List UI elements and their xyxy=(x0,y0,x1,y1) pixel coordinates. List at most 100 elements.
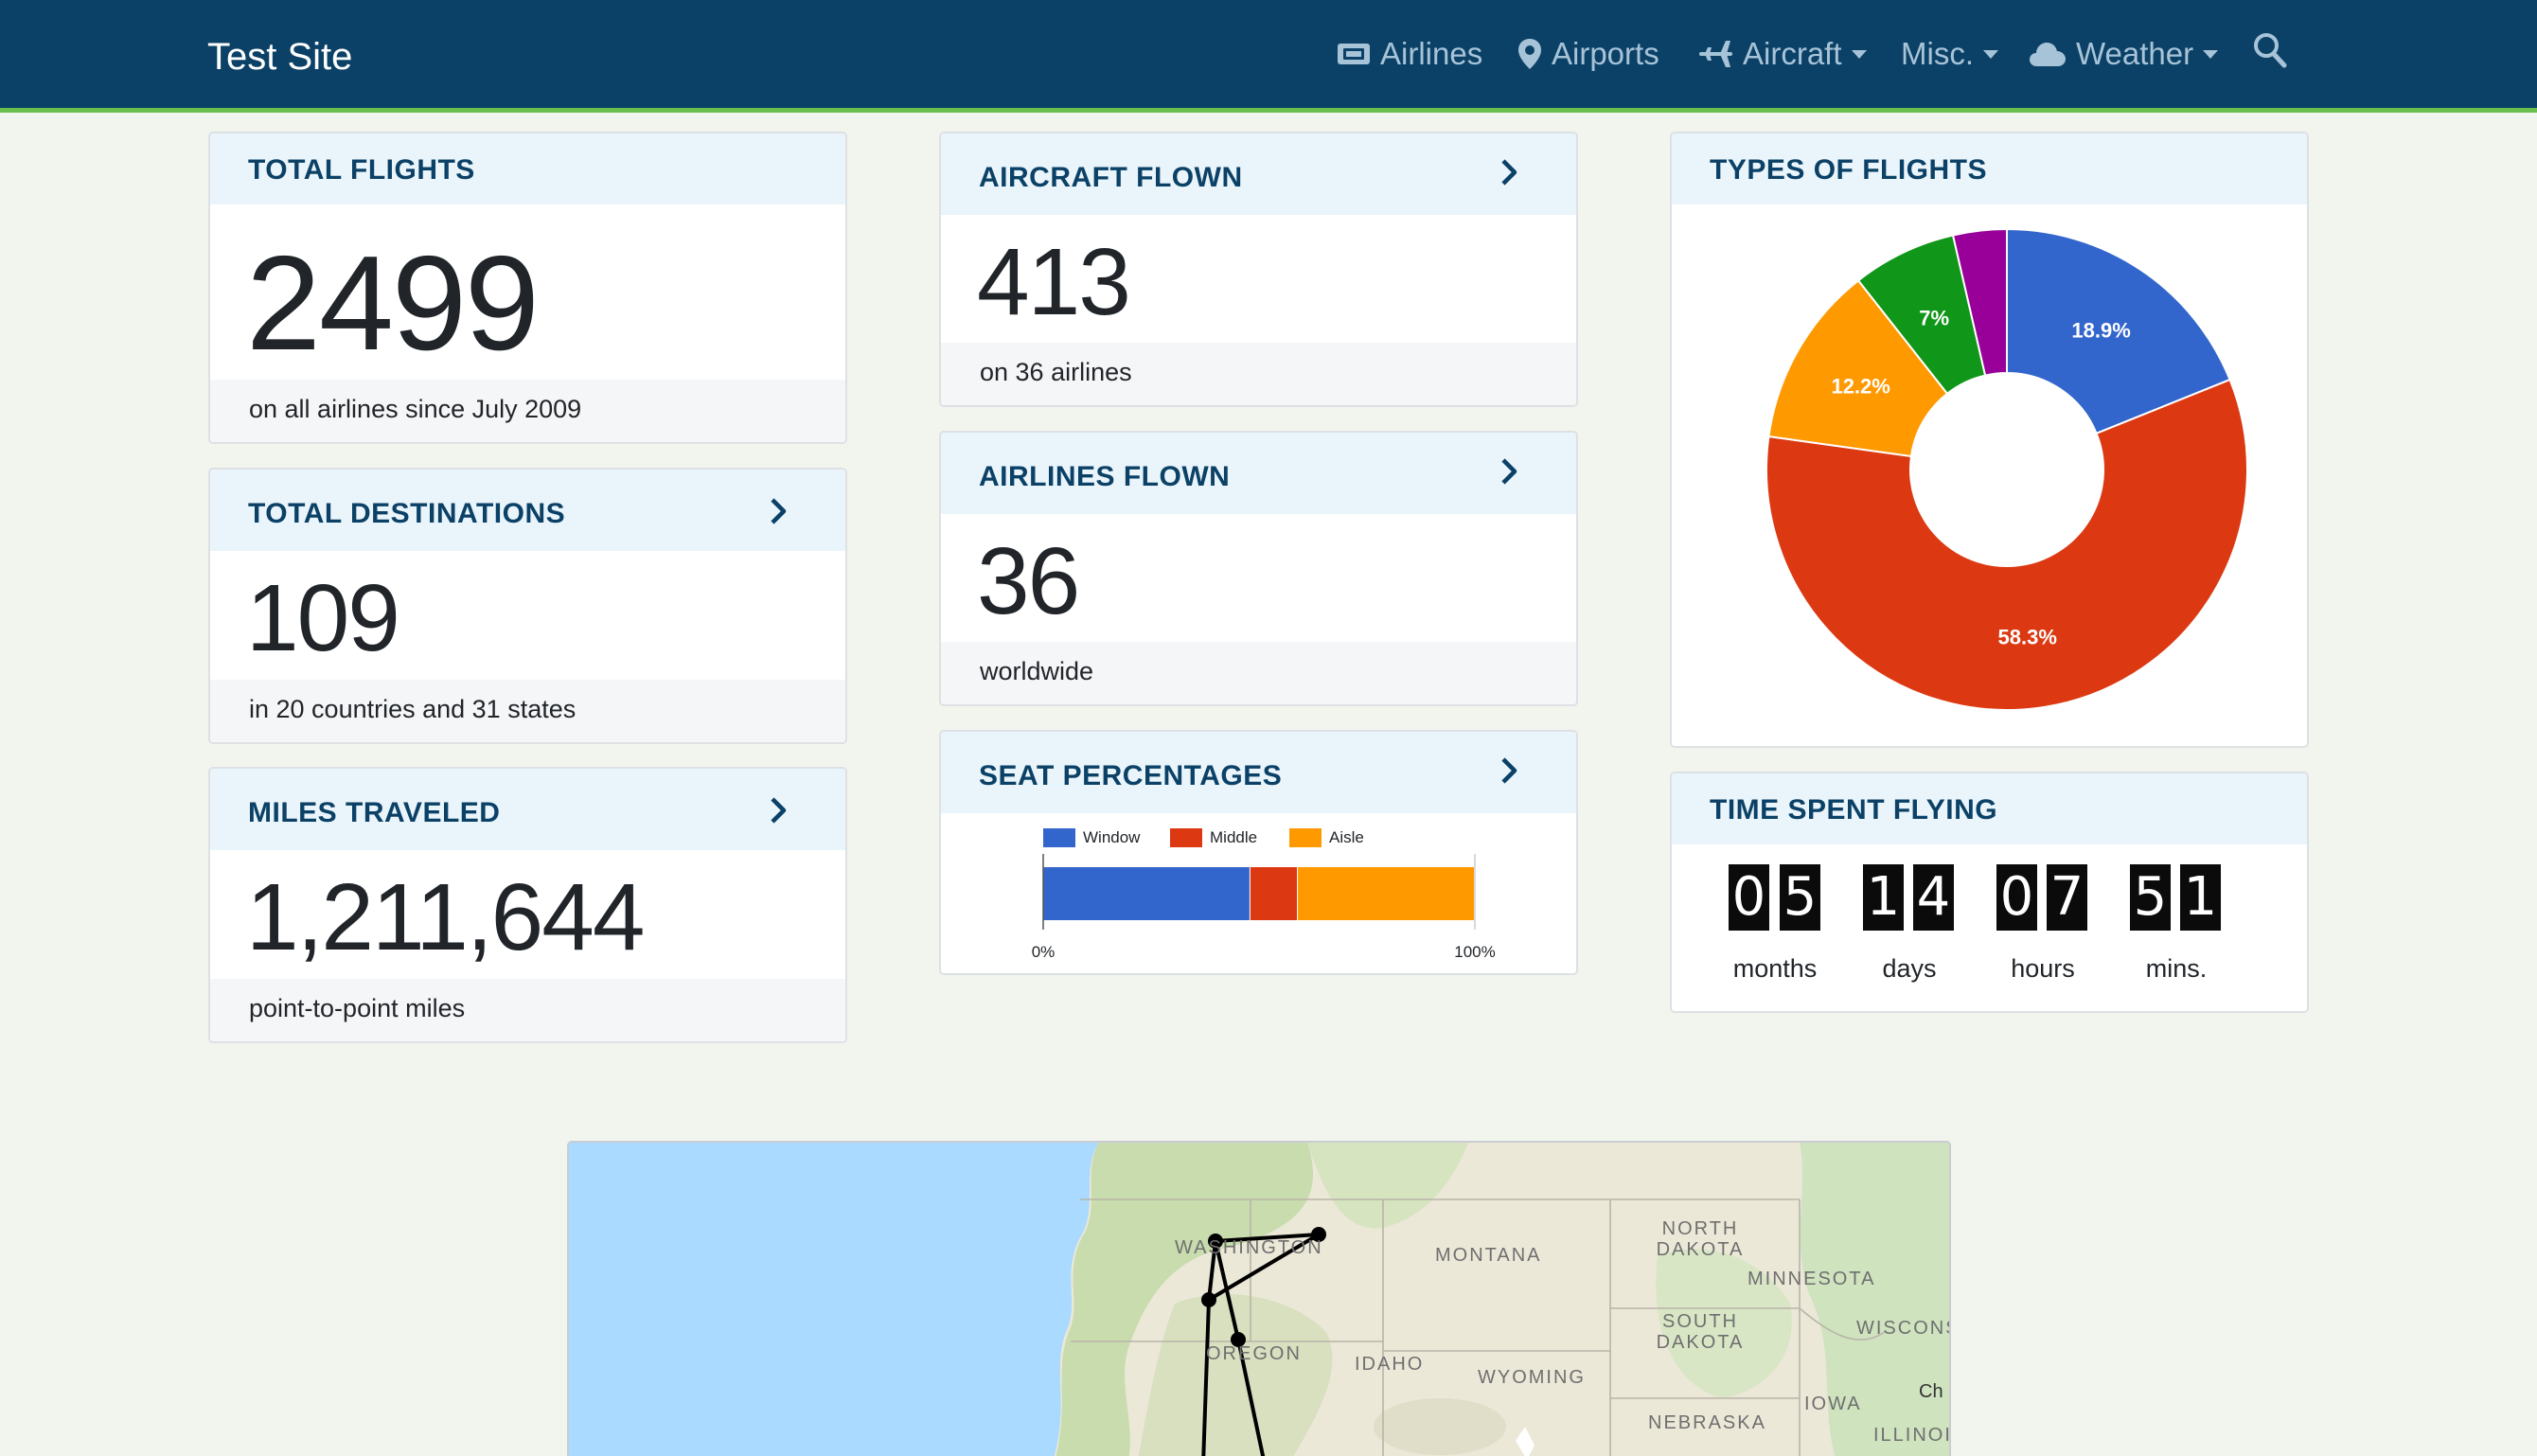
aircraft-flown-card[interactable]: AIRCRAFT FLOWN 413 on 36 airlines xyxy=(939,132,1578,407)
map-label-iowa: IOWA xyxy=(1804,1394,1862,1414)
nav-misc-dropdown[interactable]: Misc. xyxy=(1901,30,1998,78)
map-label-chicago: Ch xyxy=(1919,1381,1943,1402)
card-title: TIME SPENT FLYING xyxy=(1710,794,1998,826)
ocean xyxy=(569,1143,1099,1456)
card-title: MILES TRAVELED xyxy=(248,797,501,828)
card-header: AIRCRAFT FLOWN xyxy=(941,133,1576,215)
days-label: days xyxy=(1882,954,1937,983)
chevron-down-icon xyxy=(2203,49,2219,59)
nav-airports[interactable]: Airports xyxy=(1517,30,1659,78)
card-footer: on 36 airlines xyxy=(941,343,1576,405)
chevron-right-icon[interactable] xyxy=(1497,456,1521,487)
chevron-right-icon[interactable] xyxy=(766,795,790,826)
donut-slice-label: 12.2% xyxy=(1831,374,1889,398)
seat-bar-window xyxy=(1043,867,1250,920)
miles-traveled-value: 1,211,644 xyxy=(246,864,645,970)
card-title: TOTAL DESTINATIONS xyxy=(248,498,566,529)
card-header: TOTAL DESTINATIONS xyxy=(210,470,845,551)
chevron-right-icon[interactable] xyxy=(1497,157,1521,187)
card-title: AIRCRAFT FLOWN xyxy=(979,162,1243,193)
card-header: SEAT PERCENTAGES xyxy=(941,732,1576,813)
minutes-digit-tens: 5 xyxy=(2130,864,2171,931)
map-base xyxy=(569,1143,1949,1456)
legend-middle: Middle xyxy=(1170,828,1257,847)
state-borders xyxy=(1071,1199,1886,1456)
seat-percentages-card[interactable]: SEAT PERCENTAGES xyxy=(939,730,1578,975)
nav-airlines[interactable]: Airlines xyxy=(1337,30,1482,78)
airport-markers xyxy=(1201,1227,1326,1347)
card-footer: worldwide xyxy=(941,642,1576,704)
days-digit-ones: 4 xyxy=(1913,864,1954,931)
terrain-forest xyxy=(1307,1143,1468,1229)
terrain-forest xyxy=(1374,1398,1506,1455)
total-destinations-card[interactable]: TOTAL DESTINATIONS 109 in 20 countries a… xyxy=(208,468,847,744)
chevron-right-icon[interactable] xyxy=(766,496,790,526)
card-footer: in 20 countries and 31 states xyxy=(210,680,845,742)
donut-slice[interactable] xyxy=(1951,227,2008,377)
card-title: SEAT PERCENTAGES xyxy=(979,760,1283,791)
legend-label: Middle xyxy=(1210,828,1258,846)
nav-misc-label: Misc. xyxy=(1901,36,1974,71)
map-pin-icon xyxy=(1517,38,1542,70)
legend-swatch xyxy=(1170,828,1202,847)
miles-traveled-card[interactable]: MILES TRAVELED 1,211,644 point-to-point … xyxy=(208,767,847,1043)
legend-swatch xyxy=(1043,828,1075,847)
nav-aircraft-label: Aircraft xyxy=(1743,36,1842,71)
map-label-idaho: IDAHO xyxy=(1355,1354,1425,1375)
aircraft-flown-subtitle: on 36 airlines xyxy=(980,358,1132,386)
cloud-icon xyxy=(2029,41,2067,67)
map-label-wyoming: WYOMING xyxy=(1478,1367,1586,1388)
flight-route-map[interactable]: WASHINGTON MONTANA NORTH DAKOTA MINNESOT… xyxy=(567,1141,1951,1456)
minutes-digit-ones: 1 xyxy=(2180,864,2221,931)
nav-airports-label: Airports xyxy=(1552,36,1659,71)
donut-slice[interactable] xyxy=(2006,227,2231,435)
card-header: MILES TRAVELED xyxy=(210,769,845,850)
days-digit-tens: 1 xyxy=(1863,864,1904,931)
map-label-washington: WASHINGTON xyxy=(1175,1237,1323,1258)
total-destinations-value: 109 xyxy=(246,565,400,671)
map-label-north-dakota: NORTH DAKOTA xyxy=(1656,1218,1745,1260)
terrain-forest xyxy=(1800,1143,1949,1456)
terrain-forest xyxy=(1656,1249,1792,1398)
donut-slice-label: 58.3% xyxy=(1998,626,2057,649)
nav-weather-dropdown[interactable]: Weather xyxy=(2029,30,2219,78)
types-of-flights-donut-chart: 18.9% 58.3% 12.2% 7% xyxy=(1765,227,2248,711)
card-header: AIRLINES FLOWN xyxy=(941,433,1576,514)
total-destinations-subtitle: in 20 countries and 31 states xyxy=(249,695,577,723)
months-digit-ones: 5 xyxy=(1780,864,1820,931)
donut-slice-label: 7% xyxy=(1919,306,1949,329)
legend-window: Window xyxy=(1043,828,1140,847)
map-label-minnesota: MINNESOTA xyxy=(1748,1269,1876,1289)
card-footer: point-to-point miles xyxy=(210,979,845,1041)
map-label-oregon: OREGON xyxy=(1206,1343,1302,1364)
legend-aisle: Aisle xyxy=(1289,828,1364,847)
map-label-south-dakota: SOUTH DAKOTA xyxy=(1656,1311,1745,1353)
map-label-illinois: ILLINOIS xyxy=(1873,1425,1949,1446)
map-label-nebraska: NEBRASKA xyxy=(1648,1412,1766,1433)
nav-airlines-label: Airlines xyxy=(1380,36,1483,71)
top-navbar: Test Site Airlines Airports Aircraft Mis… xyxy=(0,0,2537,113)
donut-slice-label: 18.9% xyxy=(2071,318,2130,342)
card-footer: on all airlines since July 2009 xyxy=(210,380,845,442)
x-tick-label: 0% xyxy=(1032,943,1056,961)
total-flights-value: 2499 xyxy=(246,228,540,379)
aircraft-flown-value: 413 xyxy=(977,229,1131,335)
airlines-flown-card[interactable]: AIRLINES FLOWN 36 worldwide xyxy=(939,431,1578,706)
search-button[interactable] xyxy=(2253,30,2287,78)
chevron-down-icon xyxy=(1983,49,1998,59)
legend-label: Aisle xyxy=(1329,828,1364,846)
seat-bar-aisle xyxy=(1298,867,1474,920)
ticket-icon xyxy=(1337,41,1371,67)
donut-slice[interactable] xyxy=(1767,278,1949,458)
chevron-right-icon[interactable] xyxy=(1497,755,1521,786)
nav-aircraft-dropdown[interactable]: Aircraft xyxy=(1697,30,1867,78)
card-title: TYPES OF FLIGHTS xyxy=(1710,154,1988,186)
chevron-down-icon xyxy=(1851,49,1867,59)
months-digit-tens: 0 xyxy=(1729,864,1769,931)
site-brand[interactable]: Test Site xyxy=(207,36,353,78)
terrain-forest xyxy=(1138,1294,1333,1456)
airlines-flown-subtitle: worldwide xyxy=(980,657,1094,685)
airplane-icon xyxy=(1697,38,1733,70)
donut-slice[interactable] xyxy=(1765,378,2248,711)
total-flights-card: TOTAL FLIGHTS 2499 on all airlines since… xyxy=(208,132,847,444)
